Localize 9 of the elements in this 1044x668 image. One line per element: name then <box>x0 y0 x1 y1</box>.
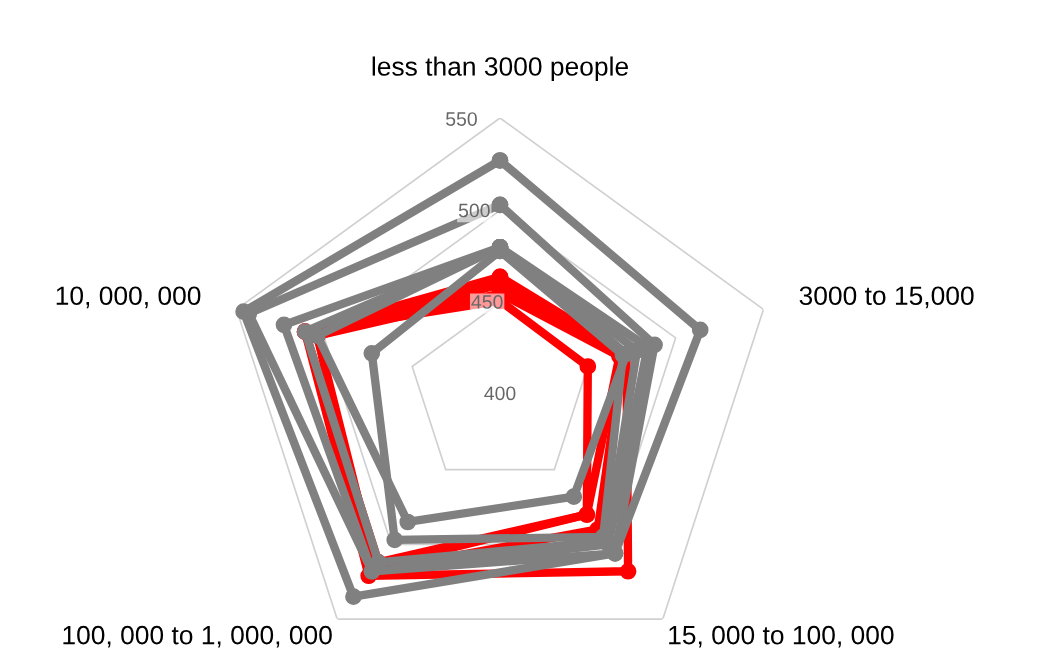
y-tick-label: 400 <box>484 386 516 401</box>
spoke-label: 15, 000 to 100, 000 <box>669 625 894 648</box>
spoke-label: less than 3000 people <box>372 56 628 82</box>
y-tick-label: 450 <box>471 295 503 309</box>
spoke-label: 10, 000, 000 <box>56 286 201 309</box>
spoke-label: 100, 000 to 1, 000, 000 <box>63 625 332 648</box>
y-tick-label: 500 <box>458 203 490 218</box>
spoke-label: 3000 to 15,000 <box>799 286 974 309</box>
y-tick-label: 550 <box>446 112 477 126</box>
